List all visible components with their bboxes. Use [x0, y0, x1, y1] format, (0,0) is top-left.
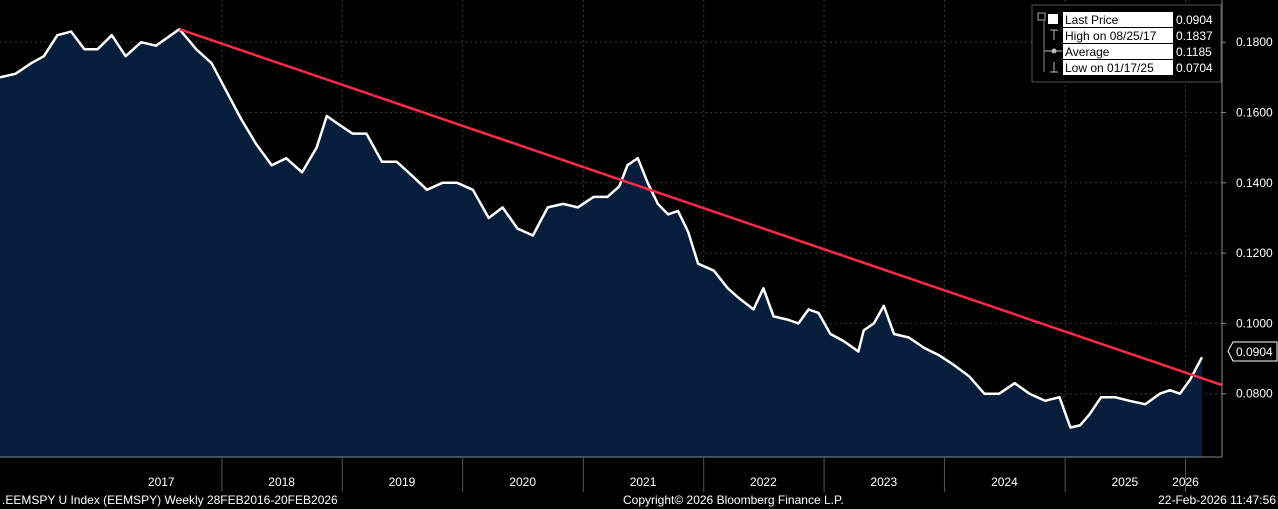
legend-highlight-low — [1063, 60, 1173, 75]
area-layer — [0, 29, 1202, 457]
chart-legend: Last Price High on 08/25/17 Average Low … — [1031, 4, 1222, 83]
high-marker-icon — [1050, 29, 1058, 40]
footer-copyright: Copyright© 2026 Bloomberg Finance L.P. — [623, 493, 844, 507]
axis-layer: 0.0800 0.1000 0.1200 0.1400 0.1600 0.1800 2017… — [0, 0, 1273, 492]
legend-label-low: Low on 01/17/25 — [1065, 61, 1154, 75]
legend-label-high: High on 08/25/17 — [1065, 29, 1157, 43]
trend-line — [178, 27, 1223, 387]
x-tick-label: 2020 — [509, 475, 536, 489]
low-marker-icon — [1050, 62, 1058, 73]
footer-index-label: .EEMSPY U Index (EEMSPY) Weekly 28FEB201… — [2, 493, 338, 507]
y-tick-label: 0.1200 — [1236, 246, 1273, 260]
legend-value-high: 0.1837 — [1176, 29, 1213, 43]
price-area — [0, 29, 1202, 457]
x-tick-label: 2025 — [1111, 475, 1138, 489]
x-tick-label: 2026 — [1172, 475, 1199, 489]
x-tick-label: 2019 — [389, 475, 416, 489]
x-tick-label: 2024 — [991, 475, 1018, 489]
y-tick-label: 0.1600 — [1236, 105, 1273, 119]
legend-highlight-average — [1063, 44, 1173, 59]
legend-value-last-price: 0.0904 — [1176, 13, 1213, 27]
y-tick-label: 0.1800 — [1236, 35, 1273, 49]
legend-label-last-price: Last Price — [1065, 13, 1119, 27]
last-price-square-icon — [1048, 14, 1058, 24]
legend-toggle-icon[interactable] — [1037, 12, 1046, 21]
legend-highlight-price — [1063, 12, 1173, 27]
last-price-tag-shape — [1227, 341, 1278, 362]
legend-value-low: 0.0704 — [1176, 61, 1213, 75]
legend-highlight-high — [1063, 28, 1173, 43]
x-tick-label: 2018 — [268, 475, 295, 489]
footer-timestamp: 22-Feb-2026 11:47:56 — [1158, 493, 1276, 507]
x-tick-label: 2021 — [630, 475, 657, 489]
legend-value-average: 0.1185 — [1176, 45, 1212, 59]
y-tick-label: 0.1400 — [1236, 176, 1273, 190]
last-price-tag-label: 0.0904 — [1236, 345, 1273, 359]
x-tick-label: 2017 — [148, 475, 175, 489]
y-tick-label: 0.1000 — [1236, 316, 1273, 330]
x-tick-label: 2022 — [750, 475, 777, 489]
line-layer — [0, 27, 1223, 429]
last-price-tag: 0.0904 — [1227, 341, 1278, 362]
legend-label-average: Average — [1065, 45, 1110, 59]
x-tick-label: 2023 — [870, 475, 897, 489]
average-marker-icon — [1044, 48, 1062, 54]
y-tick-label: 0.0800 — [1236, 387, 1273, 401]
price-series-line — [0, 27, 1204, 429]
